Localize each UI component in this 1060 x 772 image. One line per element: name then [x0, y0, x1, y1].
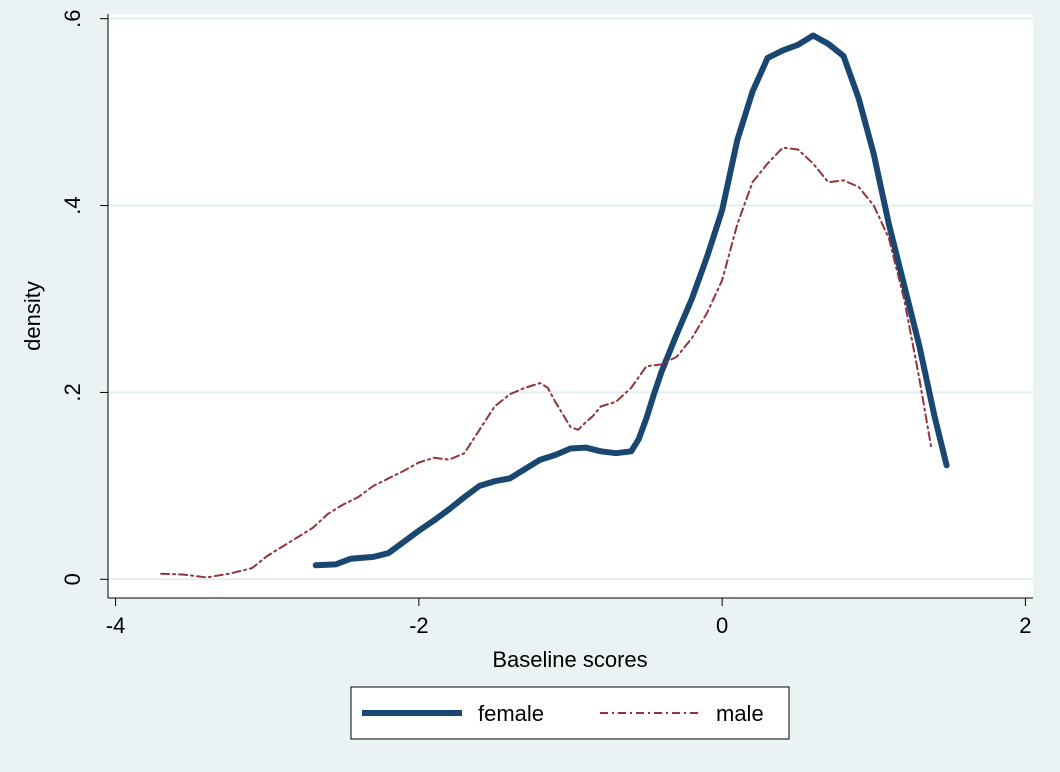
- y-axis-title: density: [20, 281, 45, 351]
- x-axis-title: Baseline scores: [492, 647, 647, 672]
- y-tick-label: .4: [60, 196, 85, 214]
- x-tick-label: -2: [409, 613, 429, 638]
- x-tick-label: 2: [1019, 613, 1031, 638]
- series-line-male: [160, 146, 933, 579]
- legend-female-label: female: [478, 701, 544, 726]
- x-tick-label: 0: [716, 613, 728, 638]
- gridlines: [108, 17, 1033, 581]
- x-axis-ticks: -4 -2 0 2: [106, 598, 1032, 638]
- series-layer: [160, 32, 950, 579]
- y-tick-label: 0: [60, 573, 85, 585]
- legend-male-label: male: [716, 701, 764, 726]
- x-tick-label: -4: [106, 613, 126, 638]
- y-tick-label: .6: [60, 9, 85, 27]
- plot-area: [108, 14, 1033, 598]
- series-line-female: [312, 32, 950, 569]
- legend: female male: [350, 686, 790, 740]
- y-tick-label: .2: [60, 383, 85, 401]
- y-axis-ticks: 0 .2 .4 .6: [60, 9, 108, 585]
